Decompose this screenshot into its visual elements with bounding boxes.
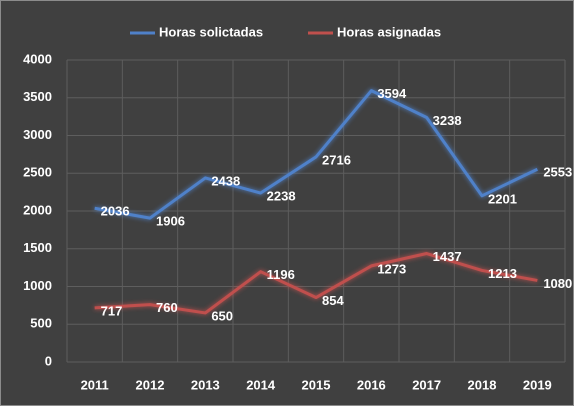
data-label: 2716 [322, 152, 351, 167]
legend-label: Horas asignadas [337, 24, 441, 39]
x-tick-label: 2014 [246, 377, 276, 392]
y-tick-label: 1000 [23, 278, 52, 293]
series-line [94, 89, 538, 220]
x-tick-label: 2011 [81, 377, 109, 392]
data-label: 717 [101, 303, 123, 318]
y-tick-label: 1500 [23, 240, 52, 255]
data-label: 2201 [488, 191, 517, 206]
data-label: 760 [156, 300, 178, 315]
data-label: 2553 [543, 165, 572, 180]
y-tick-label: 2500 [23, 165, 52, 180]
grid [66, 59, 566, 363]
y-tick-label: 500 [30, 316, 52, 331]
y-tick-label: 2000 [23, 202, 52, 217]
data-label: 2238 [267, 188, 296, 203]
legend: Horas solictadas Horas asignadas [130, 24, 441, 39]
x-tick-label: 2013 [191, 377, 220, 392]
data-label: 1906 [156, 214, 185, 229]
x-tick-label: 2018 [468, 377, 497, 392]
x-tick-label: 2017 [412, 377, 441, 392]
data-label: 2036 [101, 204, 130, 219]
x-tick-label: 2015 [302, 377, 331, 392]
legend-label: Horas solictadas [159, 24, 263, 39]
x-tick-label: 2012 [136, 377, 165, 392]
x-tick-label: 2016 [357, 377, 386, 392]
data-label: 650 [211, 308, 233, 323]
data-label: 1437 [433, 249, 462, 264]
data-label: 1273 [377, 261, 406, 276]
series-line [94, 252, 538, 315]
y-tick-label: 3000 [23, 127, 52, 142]
data-label: 1213 [488, 266, 517, 281]
data-label: 1196 [267, 267, 295, 282]
y-tick-label: 4000 [23, 51, 52, 66]
x-tick-label: 2019 [523, 377, 552, 392]
data-label: 3594 [377, 86, 407, 101]
data-label: 3238 [433, 113, 462, 128]
data-label: 854 [322, 293, 344, 308]
y-tick-label: 3500 [23, 89, 52, 104]
y-tick-label: 0 [45, 353, 52, 368]
data-label: 2438 [211, 173, 240, 188]
data-label: 1080 [543, 276, 572, 291]
